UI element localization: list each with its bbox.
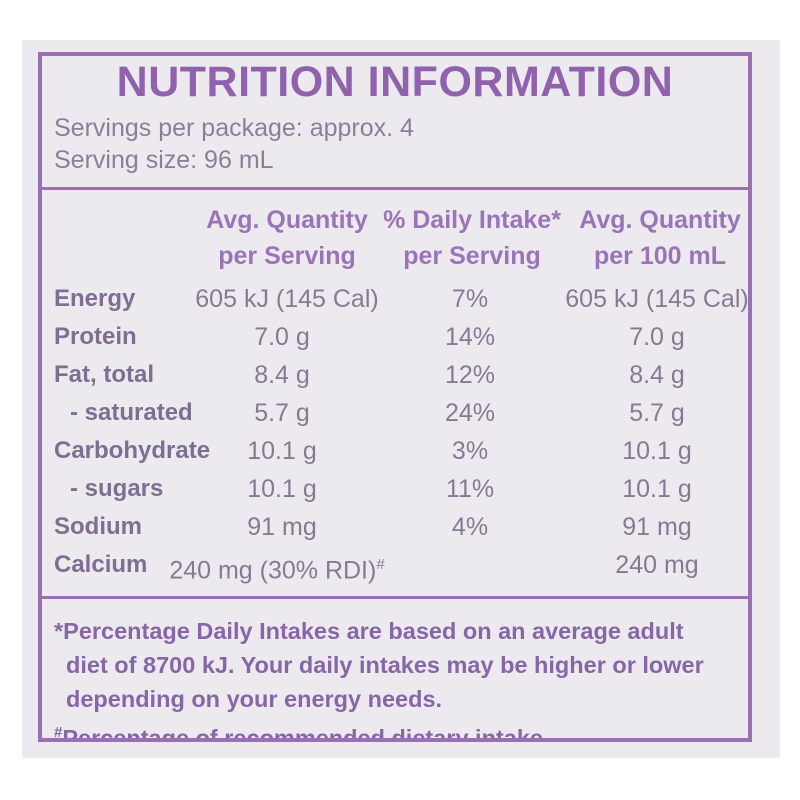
footnote-rdi: #Percentage of recommended dietary intak… [54,716,740,742]
nutrient-row-carbohydrate: Carbohydrate 10.1 g 3% 10.1 g [54,437,692,465]
footnote-daily-intake-line1: *Percentage Daily Intakes are based on a… [54,618,684,644]
column-header-per-100ml: Avg. Quantity per 100 mL [579,206,741,270]
nutrition-panel: NUTRITION INFORMATION Servings per packa… [38,52,752,742]
servings-per-package: Servings per package: approx. 4 [54,114,414,142]
footnote-daily-intake-line3: depending on your energy needs. [66,686,443,712]
nutrient-row-protein: Protein 7.0 g 14% 7.0 g [54,323,685,351]
footnote-rdi-text: Percentage of recommended dietary intake… [62,724,550,742]
label-background [22,40,780,758]
rdi-mark: # [376,556,385,573]
serving-info: Servings per package: approx. 4 Serving … [54,112,414,176]
calcium-per-serving: 240 mg (30% RDI) [169,556,377,585]
serving-size: Serving size: 96 mL [54,146,274,174]
nutrient-row-fat-total: Fat, total 8.4 g 12% 8.4 g [54,361,685,389]
panel-title: NUTRITION INFORMATION [116,58,674,106]
header-divider [42,187,748,190]
nutrient-row-energy: Energy 605 kJ (145 Cal) 7% 605 kJ (145 C… [54,285,749,313]
nutrient-row-saturated: - saturated 5.7 g 24% 5.7 g [70,399,685,427]
footnotes: *Percentage Daily Intakes are based on a… [54,614,740,742]
footnote-divider [42,596,748,599]
nutrient-row-sodium: Sodium 91 mg 4% 91 mg [54,513,692,541]
nutrient-row-calcium: Calcium 240 mg (30% RDI)# 240 mg [54,551,699,585]
nutrient-row-sugars: - sugars 10.1 g 11% 10.1 g [70,475,692,503]
footnote-daily-intake-line2: diet of 8700 kJ. Your daily intakes may … [66,652,704,678]
footnote-rdi-mark: # [54,724,63,741]
column-header-daily-intake: % Daily Intake* per Serving [383,206,561,270]
column-header-per-serving: Avg. Quantity per Serving [206,206,368,270]
